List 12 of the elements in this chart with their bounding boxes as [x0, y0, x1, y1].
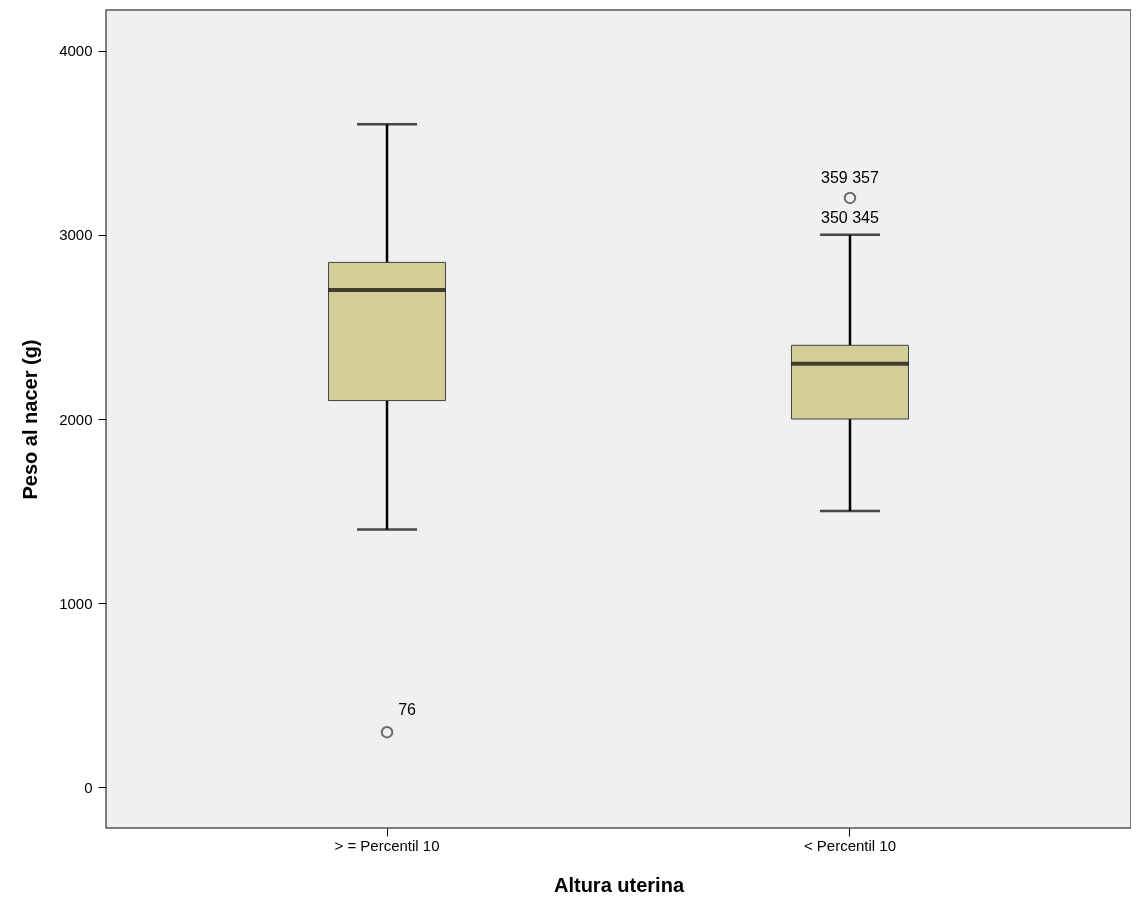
- y-tick-label: 1000: [59, 594, 93, 612]
- x-tick-label: < Percentil 10: [803, 836, 897, 854]
- x-tick-label: > = Percentil 10: [334, 836, 440, 854]
- annotation: 359 357: [821, 168, 879, 186]
- y-tick-label: 4000: [59, 42, 93, 60]
- y-tick-label: 2000: [59, 410, 93, 428]
- y-tick-label: 3000: [59, 226, 93, 244]
- annotation: 76: [398, 701, 417, 719]
- y-tick-label: 0: [84, 778, 93, 796]
- y-axis-title: Peso al nacer (g): [19, 339, 42, 500]
- annotation: 350 345: [821, 208, 879, 226]
- x-axis-title: Altura uterina: [553, 873, 685, 896]
